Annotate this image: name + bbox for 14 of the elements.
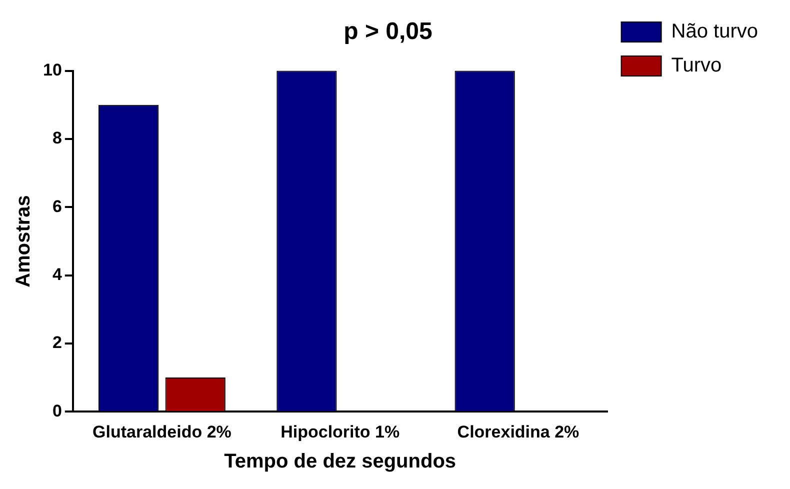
x-axis-title: Tempo de dez segundos — [224, 450, 456, 473]
chart-title: p > 0,05 — [344, 18, 432, 46]
y-tick-label: 6 — [52, 196, 62, 216]
y-tick-label: 0 — [52, 401, 62, 420]
x-tick-label: Glutaraldeido 2% — [92, 422, 232, 442]
y-tick-label: 10 — [42, 60, 62, 80]
x-tick-label: Hipoclorito 1% — [280, 422, 400, 442]
legend-label: Não turvo — [671, 20, 758, 43]
y-tick-label: 2 — [52, 333, 62, 352]
y-axis-title: Amostras — [12, 195, 35, 288]
legend-label: Turvo — [671, 54, 722, 77]
y-tick-label: 8 — [52, 128, 62, 148]
x-tick-label: Clorexidina 2% — [457, 422, 580, 442]
y-tick-label: 4 — [52, 264, 62, 284]
